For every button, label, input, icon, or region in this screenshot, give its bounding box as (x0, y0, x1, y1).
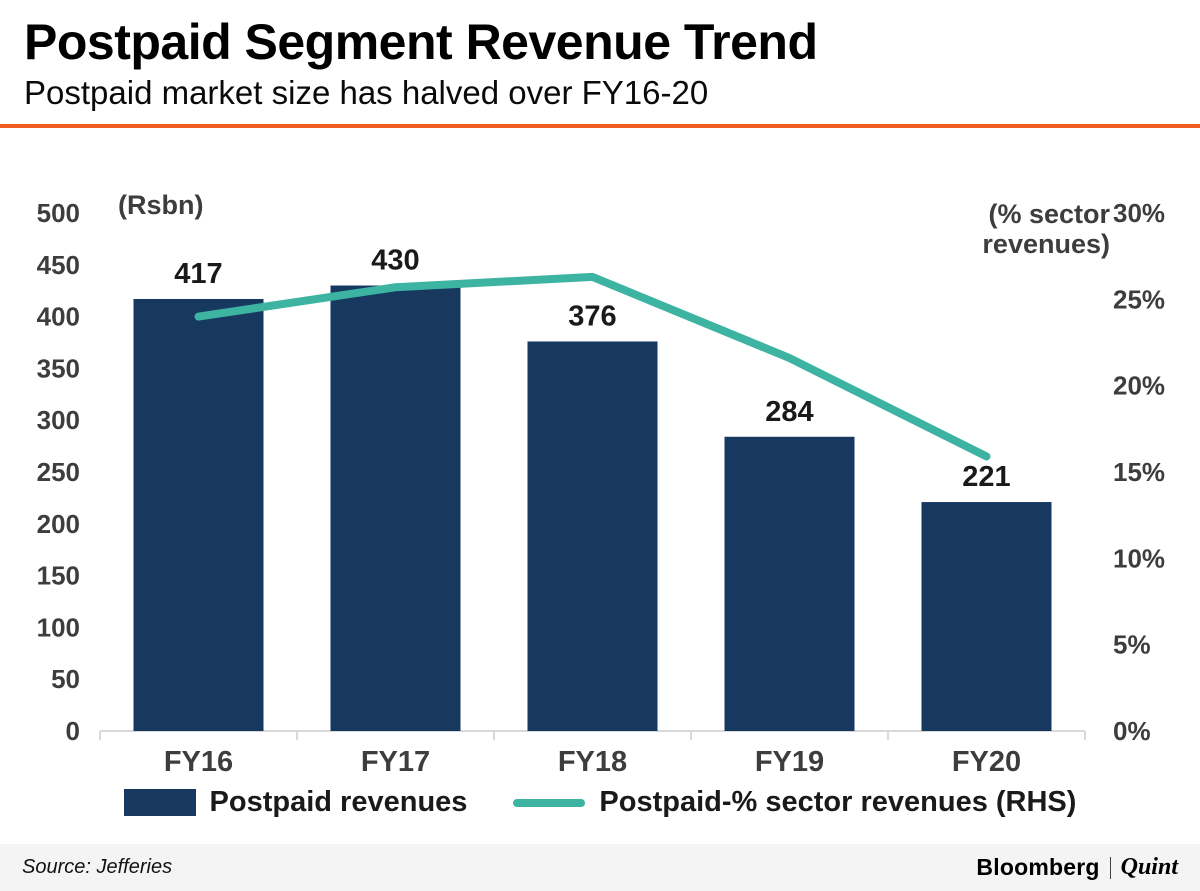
right-axis-tick: 15% (1113, 457, 1165, 487)
bar-value-label: 221 (962, 461, 1010, 493)
logo-separator (1109, 856, 1111, 879)
left-axis-tick: 450 (37, 250, 80, 280)
left-axis-tick: 500 (37, 198, 80, 228)
quint-wordmark: Quint (1120, 854, 1178, 880)
bar-value-label: 417 (174, 258, 222, 290)
sector-revenue-line (194, 272, 991, 461)
left-axis-tick: 150 (37, 561, 80, 591)
chart-legend: Postpaid revenues Postpaid-% sector reve… (0, 786, 1200, 819)
x-axis-label: FY20 (952, 746, 1021, 778)
bar-FY18 (527, 341, 658, 731)
left-axis-unit-label: (Rsbn) (118, 190, 204, 220)
legend-label: Postpaid-% sector revenues (RHS) (599, 786, 1077, 818)
right-axis-tick: 20% (1113, 371, 1165, 401)
x-axis-label: FY16 (164, 746, 233, 778)
legend-item-sector-revenues: Postpaid-% sector revenues (RHS) (513, 786, 1076, 819)
right-axis-tick: 30% (1113, 198, 1165, 228)
chart-subtitle: Postpaid market size has halved over FY1… (24, 74, 709, 111)
left-axis-tick: 200 (37, 509, 80, 539)
bar-FY16 (133, 298, 264, 731)
legend-item-postpaid-revenues: Postpaid revenues (123, 786, 468, 819)
chart-title: Postpaid Segment Revenue Trend (24, 14, 818, 70)
left-axis-tick: 100 (37, 612, 80, 642)
x-axis-label: FY19 (755, 746, 824, 778)
x-axis-label: FY17 (361, 746, 430, 778)
right-axis-tick: 10% (1113, 543, 1165, 573)
left-axis-tick: 0 (66, 716, 80, 746)
right-axis-tick: 5% (1113, 630, 1151, 660)
left-axis-tick: 50 (51, 664, 80, 694)
accent-divider (0, 124, 1200, 128)
bar-swatch-icon (123, 789, 196, 816)
footer-bar: Source: Jefferies Bloomberg Quint (0, 844, 1200, 891)
right-axis-tick: 0% (1113, 716, 1151, 746)
bar-value-label: 430 (371, 245, 419, 277)
x-axis-label: FY18 (558, 746, 627, 778)
bloomberg-wordmark: Bloomberg (976, 854, 1100, 880)
bar-value-label: 376 (568, 300, 616, 332)
bar-FY20 (921, 502, 1052, 731)
combo-chart: 0 50 100 150 200 250 300 350 400 450 500 0% 5% 10% 15%… (37, 198, 1165, 778)
bar-value-label: 284 (765, 396, 813, 428)
left-axis-tick: 350 (37, 353, 80, 383)
legend-label: Postpaid revenues (209, 786, 468, 818)
source-credit: Source: Jefferies (22, 856, 173, 878)
chart-header: Postpaid Segment Revenue Trend Postpaid … (0, 0, 1200, 128)
left-axis-tick: 400 (37, 302, 80, 332)
right-axis-tick: 25% (1113, 284, 1165, 314)
left-axis-tick: 300 (37, 405, 80, 435)
left-axis-tick: 250 (37, 457, 80, 487)
bar-FY17 (330, 285, 461, 731)
bar-FY19 (724, 436, 855, 731)
line-swatch-icon (513, 798, 586, 807)
right-axis-unit-label: (% sector revenues) (982, 199, 1110, 259)
bloombergquint-logo: Bloomberg Quint (976, 854, 1178, 881)
